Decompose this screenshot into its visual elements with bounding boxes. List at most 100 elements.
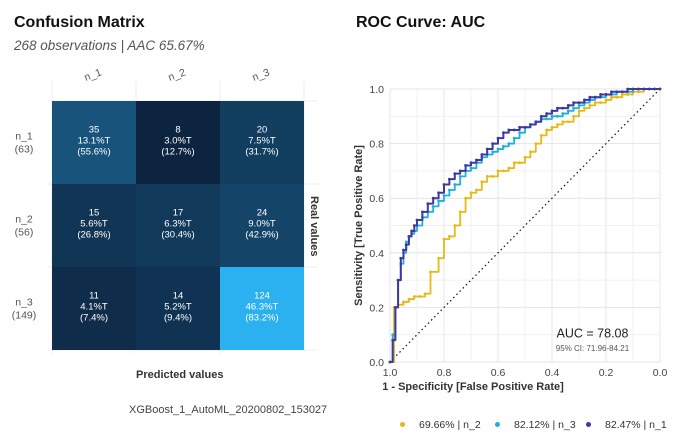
roc-point	[572, 106, 575, 110]
roc-point	[637, 90, 640, 94]
roc-point	[437, 256, 440, 260]
column-label: n_1	[83, 66, 104, 83]
legend-label: 82.47% | n_1	[605, 419, 667, 431]
y-tick-label: 0.4	[369, 248, 384, 260]
cell-row-pct: (83.2%)	[245, 313, 278, 324]
legend-item: 82.12% | n_3	[495, 419, 576, 431]
cell-row-pct: (42.9%)	[245, 230, 278, 241]
roc-point	[402, 248, 405, 252]
roc-point	[404, 243, 408, 247]
roc-point	[418, 295, 422, 298]
legend-label: 82.12% | n_3	[514, 419, 576, 431]
model-caption: XGBoost_1_AutoML_20200802_153027	[129, 404, 328, 416]
roc-point	[491, 150, 494, 154]
roc-point	[458, 169, 462, 173]
roc-point	[415, 218, 419, 222]
cell-total-pct: 5.2%T	[164, 302, 192, 313]
roc-point	[583, 106, 586, 110]
roc-point	[599, 93, 602, 96]
y-tick-label: 0.8	[369, 139, 384, 151]
roc-point	[496, 136, 500, 140]
roc-point	[556, 106, 559, 110]
roc-point	[502, 144, 505, 148]
y-tick-label: 0.6	[369, 193, 384, 205]
roc-point	[545, 117, 548, 121]
roc-point	[604, 98, 608, 102]
roc-point	[410, 229, 413, 233]
roc-point	[475, 158, 478, 162]
roc-point	[453, 172, 457, 176]
x-tick-label: 0.6	[491, 367, 506, 379]
roc-point	[431, 196, 435, 200]
roc-point	[491, 142, 494, 145]
roc-point	[518, 125, 521, 129]
roc-point	[658, 87, 662, 91]
roc-point	[475, 188, 478, 192]
roc-point	[502, 169, 505, 173]
roc-point	[534, 142, 538, 145]
cell-total-pct: 13.1%T	[78, 136, 111, 147]
roc-point	[426, 202, 430, 206]
row-label: n_2	[15, 214, 33, 226]
roc-point	[610, 95, 613, 99]
legend-item: 69.66% | n_2	[400, 419, 481, 431]
x-tick-label: 0.0	[653, 367, 668, 379]
roc-point	[647, 87, 651, 91]
cell-count: 14	[173, 291, 184, 302]
roc-point	[572, 101, 575, 105]
row-count-label: (63)	[15, 144, 34, 156]
roc-point	[407, 297, 411, 301]
roc-point	[512, 128, 516, 132]
roc-point	[561, 120, 565, 124]
roc-point	[412, 224, 416, 227]
matrix-cell	[52, 184, 136, 267]
roc-point	[453, 224, 457, 227]
roc-point	[518, 131, 521, 135]
row-label: n_3	[15, 297, 33, 309]
roc-point	[480, 153, 484, 156]
matrix-cell	[136, 267, 220, 350]
cell-row-pct: (31.7%)	[245, 147, 278, 158]
cell-total-pct: 9.0%T	[248, 219, 276, 230]
roc-point	[412, 295, 416, 298]
roc-point	[620, 90, 624, 94]
roc-point	[507, 128, 511, 132]
diagonal-reference-line	[389, 88, 661, 363]
roc-point	[448, 177, 451, 181]
cell-count: 8	[175, 125, 180, 136]
roc-point	[453, 183, 457, 186]
roc-point	[539, 114, 543, 118]
roc-point	[507, 142, 511, 145]
roc-point	[561, 106, 565, 110]
roc-point	[599, 101, 602, 105]
roc-point	[577, 103, 581, 107]
roc-point	[556, 114, 559, 118]
roc-point	[469, 166, 473, 170]
roc-point	[469, 161, 473, 165]
cell-row-pct: (7.4%)	[80, 313, 108, 324]
legend-item: 82.47% | n_1	[586, 419, 667, 431]
roc-point	[566, 103, 570, 107]
roc-point	[404, 240, 408, 244]
row-count-label: (56)	[15, 227, 34, 239]
cell-total-pct: 46.3%T	[246, 302, 279, 313]
roc-point	[593, 101, 597, 105]
roc-point	[653, 87, 656, 91]
roc-point	[496, 147, 500, 151]
y-tick-label: 1.0	[369, 84, 384, 96]
cell-count: 17	[173, 208, 184, 219]
roc-point	[566, 109, 570, 113]
roc-point	[626, 93, 629, 96]
y-tick-label: 0.0	[369, 357, 384, 369]
x-tick-label: 0.4	[545, 367, 560, 379]
roc-point	[545, 112, 548, 115]
y-tick-label: 0.2	[369, 302, 384, 314]
roc-point	[626, 87, 629, 91]
row-count-label: (149)	[12, 310, 37, 322]
x-tick-label: 1.0	[383, 367, 398, 379]
roc-point	[588, 103, 592, 107]
roc-point	[610, 90, 613, 94]
cell-row-pct: (30.4%)	[161, 230, 194, 241]
roc-point	[561, 112, 565, 115]
roc-point	[529, 150, 532, 154]
